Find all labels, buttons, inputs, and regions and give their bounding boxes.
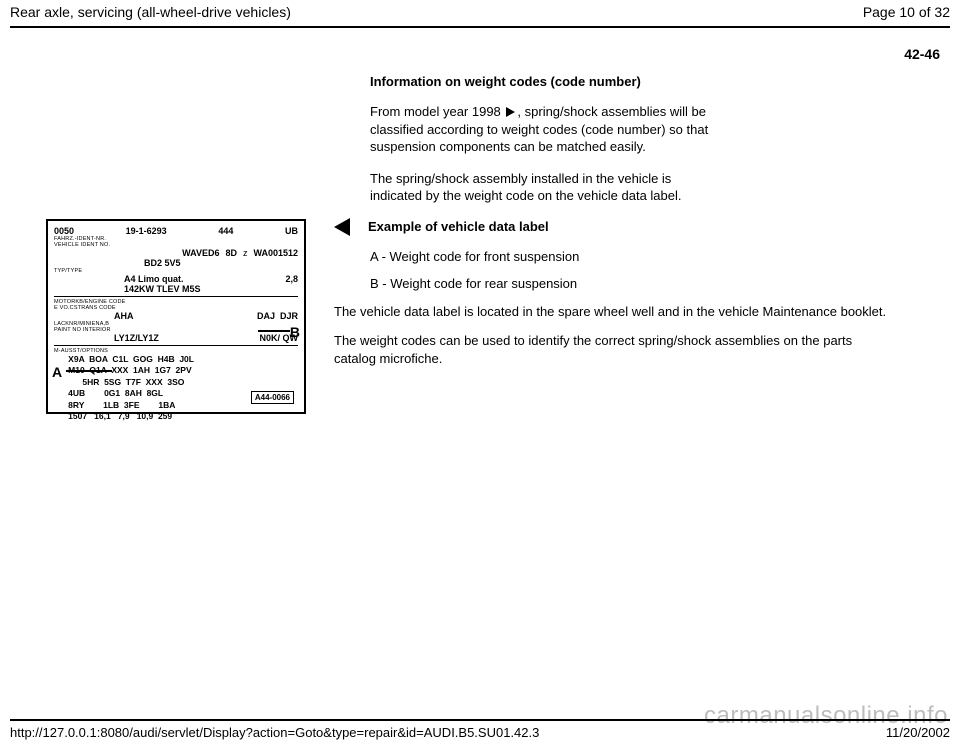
- fig-r2-c4: WA001512: [253, 248, 298, 258]
- header-page-of: Page 10 of 32: [863, 4, 950, 20]
- header-title: Rear axle, servicing (all-wheel-drive ve…: [10, 4, 291, 20]
- fig-marker-b-line: [258, 330, 290, 332]
- example-para-2: The weight codes can be used to identify…: [334, 332, 890, 367]
- example-item-a: A - Weight code for front suspension: [370, 248, 890, 266]
- fig-r2-c3: z: [243, 248, 248, 258]
- fig-hr-1: [54, 296, 298, 297]
- example-heading: Example of vehicle data label: [368, 219, 549, 234]
- page-number: 42-46: [0, 28, 960, 74]
- example-heading-row: Example of vehicle data label: [334, 219, 890, 248]
- footer-date: 11/20/2002: [886, 725, 950, 740]
- example-row: 0050 19-1-6293 444 UB FAHRZ.-IDENT-NR. V…: [0, 219, 960, 414]
- page: Rear axle, servicing (all-wheel-drive ve…: [0, 0, 960, 742]
- fig-badge: A44-0066: [251, 391, 294, 404]
- fig-r7-left: LY1Z/LY1Z: [114, 333, 159, 343]
- fig-r1-c4: UB: [285, 226, 298, 236]
- fig-options-grid: X9A BOA C1L GOG H4B J0L M10 Q1A XXX 1AH …: [54, 354, 298, 423]
- page-footer: http://127.0.0.1:8080/audi/servlet/Displ…: [10, 719, 950, 740]
- fig-r4-right: 2,8: [285, 274, 298, 284]
- example-item-b: B - Weight code for rear suspension: [370, 275, 890, 293]
- para1-text-a: From model year 1998: [370, 104, 504, 119]
- weight-codes-para1: From model year 1998 , spring/shock asse…: [370, 103, 720, 156]
- fig-row-4: A4 Limo quat. 2,8: [54, 274, 298, 284]
- fig-row-3: BD2 5V5: [54, 258, 298, 268]
- arrow-right-icon: [506, 107, 515, 117]
- weight-codes-para2: The spring/shock assembly installed in t…: [370, 170, 720, 205]
- fig-r6-left: AHA: [114, 311, 134, 321]
- fig-row-5: 142KW TLEV M5S: [54, 284, 298, 294]
- fig-marker-a-line: [66, 370, 112, 372]
- example-section: Example of vehicle data label A - Weight…: [334, 219, 890, 380]
- fig-r1-c3: 444: [218, 226, 233, 236]
- fig-row-6: AHA DAJ DJR: [54, 311, 298, 321]
- fig-tiny-1: FAHRZ.-IDENT-NR. VEHICLE IDENT NO.: [54, 236, 298, 248]
- fig-r1-c1: 0050: [54, 226, 74, 236]
- fig-row-2: WAVED6 8D z WA001512: [54, 248, 298, 258]
- weight-codes-heading: Information on weight codes (code number…: [370, 74, 720, 89]
- vehicle-data-label-figure: 0050 19-1-6293 444 UB FAHRZ.-IDENT-NR. V…: [46, 219, 306, 414]
- fig-r4-left: A4 Limo quat.: [124, 274, 184, 284]
- footer-url: http://127.0.0.1:8080/audi/servlet/Displ…: [10, 725, 539, 740]
- fig-r1-c2: 19-1-6293: [126, 226, 167, 236]
- fig-row-7: LY1Z/LY1Z N0K/ QW: [54, 333, 298, 343]
- weight-codes-section: Information on weight codes (code number…: [370, 74, 720, 205]
- fig-r6-right: DAJ DJR: [257, 311, 298, 321]
- fig-marker-b: B: [290, 324, 300, 340]
- fig-marker-a: A: [52, 364, 62, 380]
- fig-r2-c1: WAVED6: [182, 248, 219, 258]
- fig-hr-2: [54, 345, 298, 346]
- example-para-1: The vehicle data label is located in the…: [334, 303, 890, 321]
- fig-row-1: 0050 19-1-6293 444 UB: [54, 226, 298, 236]
- page-header: Rear axle, servicing (all-wheel-drive ve…: [0, 0, 960, 26]
- fig-tiny-3: MOTORKB/ENGINE CODE E VO.CSTRANS CODE: [54, 299, 298, 311]
- fig-r2-c2: 8D: [225, 248, 237, 258]
- arrow-left-icon: [334, 218, 350, 236]
